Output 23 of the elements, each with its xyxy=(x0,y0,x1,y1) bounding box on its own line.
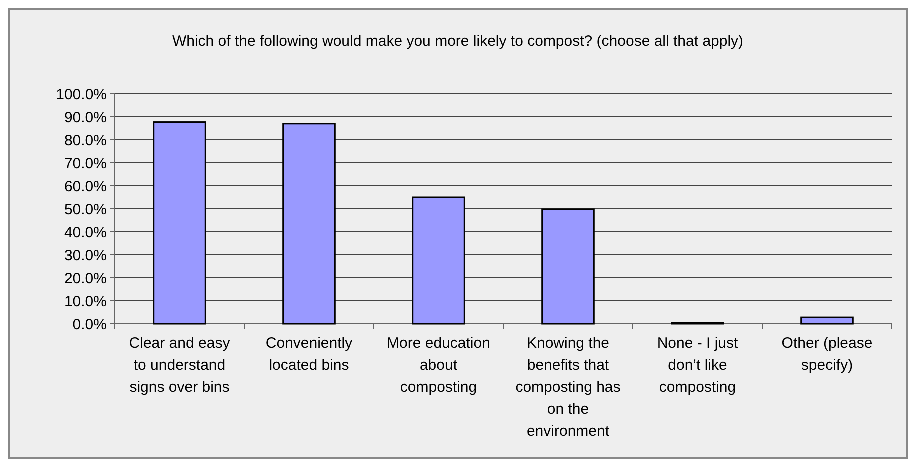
x-tick-label: Knowing the benefits that composting has on the environment xyxy=(516,335,621,440)
y-tick-label: 40.0% xyxy=(64,224,107,242)
x-tick-label: Conveniently located bins xyxy=(266,335,354,374)
y-tick-label: 0.0% xyxy=(72,316,107,334)
bar xyxy=(800,316,854,325)
x-tick-label: Other (please specify) xyxy=(782,335,873,374)
bar xyxy=(153,122,206,325)
y-tick-label: 70.0% xyxy=(64,155,107,172)
x-tick-label: None - I just don’t like composting xyxy=(657,335,740,396)
y-tick-label: 50.0% xyxy=(64,201,107,218)
chart-title: Which of the following would make you more likely to compost? (choose all that apply) xyxy=(172,33,744,50)
bar xyxy=(282,123,336,325)
y-tick-label: 10.0% xyxy=(64,293,107,310)
bar xyxy=(412,196,466,325)
y-tick-label: 80.0% xyxy=(64,132,107,150)
y-tick-label: 90.0% xyxy=(64,109,107,126)
y-tick-label: 60.0% xyxy=(64,178,107,196)
y-tick-label: 30.0% xyxy=(64,247,107,264)
y-tick-label: 20.0% xyxy=(64,270,107,288)
x-tick-label: Clear and easy to understand signs over bins xyxy=(129,335,231,396)
y-tick-label: 100.0% xyxy=(56,86,107,104)
bar xyxy=(542,208,595,325)
x-tick-label: More education about composting xyxy=(387,335,490,396)
